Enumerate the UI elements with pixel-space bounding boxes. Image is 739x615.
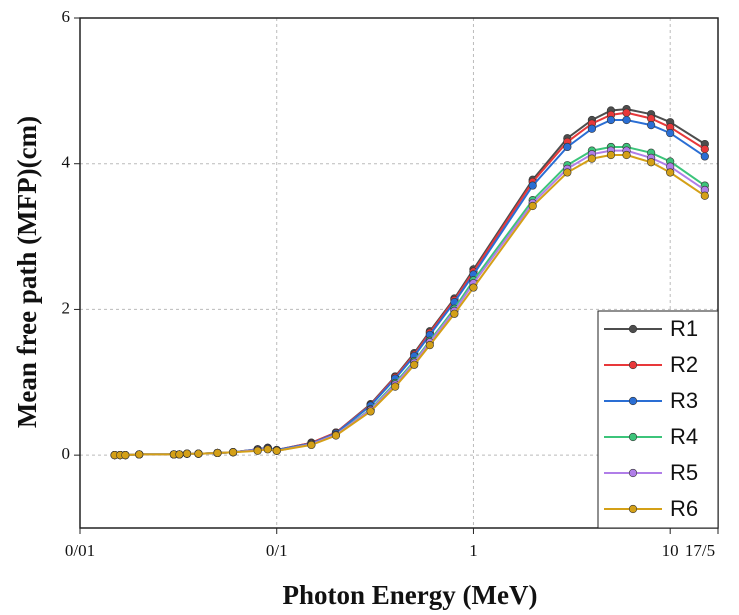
x-tick-label: 0/01 — [65, 541, 95, 560]
data-point — [622, 115, 631, 125]
legend-marker — [628, 432, 638, 442]
data-point — [228, 448, 238, 457]
data-point — [666, 129, 675, 138]
data-point — [391, 382, 400, 391]
data-point — [700, 152, 709, 161]
data-point — [587, 124, 597, 133]
data-point — [263, 445, 272, 454]
data-point — [606, 150, 616, 160]
data-point — [647, 158, 656, 167]
data-point — [647, 120, 656, 130]
data-point — [700, 191, 709, 200]
legend-label: R6 — [670, 496, 698, 521]
data-point — [366, 407, 375, 416]
data-point — [622, 108, 631, 117]
data-point — [425, 341, 434, 350]
y-axis-title: Mean free path (MFP)(cm) — [12, 116, 42, 428]
data-point — [213, 448, 222, 458]
data-point — [700, 145, 709, 154]
x-tick-label: 10 — [662, 541, 679, 560]
data-point — [606, 115, 616, 125]
x-tick-label: 17/5 — [685, 541, 715, 560]
data-point — [135, 450, 144, 459]
data-point — [331, 431, 341, 440]
data-point — [410, 360, 419, 369]
legend-label: R2 — [670, 352, 698, 377]
data-point — [307, 440, 316, 450]
legend-label: R3 — [670, 388, 698, 413]
data-point — [622, 150, 631, 160]
x-tick-label: 1 — [469, 541, 478, 560]
legend-box — [597, 310, 719, 529]
data-point — [587, 154, 597, 163]
data-point — [528, 201, 537, 211]
x-tick-label: 0/1 — [266, 541, 288, 560]
legend-marker — [628, 504, 638, 514]
legend-marker — [628, 324, 638, 334]
data-point — [194, 449, 203, 458]
data-point — [563, 142, 572, 152]
y-tick-label: 2 — [62, 298, 71, 317]
legend-label: R1 — [670, 316, 698, 341]
legend-marker — [628, 396, 638, 406]
data-point — [121, 451, 130, 460]
legend-marker — [628, 468, 638, 478]
data-point — [450, 309, 459, 318]
plot-frame — [79, 17, 719, 529]
data-point — [272, 446, 281, 455]
data-point — [666, 168, 675, 177]
data-point — [182, 449, 192, 458]
data-point — [469, 283, 478, 292]
y-tick-label: 6 — [62, 7, 71, 26]
data-point — [528, 181, 537, 190]
data-point — [253, 446, 262, 455]
y-tick-label: 4 — [62, 153, 71, 172]
legend-label: R5 — [670, 460, 698, 485]
y-tick-label: 0 — [62, 444, 71, 463]
legend-marker — [628, 360, 638, 370]
legend-label: R4 — [670, 424, 698, 449]
data-point — [175, 450, 184, 459]
data-point — [563, 168, 572, 177]
x-axis-title: Photon Energy (MeV) — [283, 580, 538, 610]
